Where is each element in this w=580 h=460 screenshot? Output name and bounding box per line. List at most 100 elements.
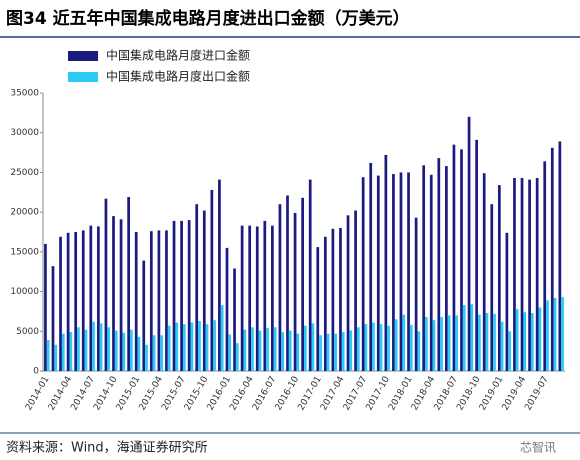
bar — [485, 313, 489, 371]
bar — [379, 324, 383, 371]
bar — [258, 330, 262, 371]
bar — [202, 210, 206, 371]
bar — [349, 330, 353, 371]
bar — [122, 332, 126, 371]
bar — [51, 266, 55, 371]
bar — [54, 344, 58, 371]
bar — [190, 322, 194, 371]
bar — [119, 219, 123, 371]
bar — [530, 313, 534, 371]
bar — [425, 316, 428, 371]
bar — [180, 220, 183, 371]
bar — [107, 327, 111, 371]
bar — [462, 305, 466, 371]
bar — [240, 225, 244, 371]
bar — [508, 331, 511, 371]
chart-title: 图34 近五年中国集成电路月度进出口金额（万美元） — [6, 8, 410, 29]
bar — [263, 220, 267, 371]
bar — [89, 225, 93, 371]
bar — [520, 177, 524, 371]
bar — [213, 320, 216, 371]
bar — [293, 212, 297, 371]
bar — [500, 321, 504, 371]
bar — [127, 197, 130, 371]
bar — [482, 173, 486, 371]
bar — [372, 322, 375, 371]
bar — [278, 204, 282, 371]
bar — [505, 232, 509, 371]
bar — [142, 260, 146, 371]
bar — [538, 307, 542, 371]
bar — [429, 174, 433, 371]
bar — [220, 305, 224, 371]
bar — [195, 204, 199, 371]
bar — [248, 225, 252, 371]
bar — [535, 177, 539, 371]
bar — [497, 185, 501, 371]
bar — [475, 139, 478, 371]
y-tick-label: 20000 — [10, 208, 39, 218]
bar — [356, 327, 360, 371]
bar — [92, 321, 95, 371]
bar — [235, 343, 239, 371]
bar — [331, 228, 335, 371]
bar — [304, 325, 307, 371]
bar — [414, 217, 418, 371]
bar — [205, 324, 209, 371]
bar — [69, 332, 73, 371]
bar — [255, 226, 259, 371]
bar — [134, 232, 138, 371]
bar — [46, 340, 50, 371]
bar — [198, 320, 201, 371]
bar — [167, 325, 171, 371]
bar — [369, 162, 373, 371]
bar — [66, 232, 70, 371]
bar — [523, 312, 527, 371]
bar — [478, 314, 481, 371]
bar — [296, 333, 300, 371]
bar — [137, 336, 141, 371]
bar — [394, 319, 398, 371]
bar — [130, 329, 133, 371]
y-tick-label: 10000 — [10, 287, 39, 297]
bar — [493, 313, 496, 371]
bar — [311, 323, 315, 371]
bar — [447, 315, 451, 371]
bar — [561, 297, 564, 371]
bar — [440, 316, 443, 371]
bar — [59, 236, 62, 371]
bar — [422, 165, 426, 371]
bar — [402, 314, 406, 371]
y-tick-label: 5000 — [16, 327, 39, 337]
y-tick-label: 35000 — [10, 89, 39, 99]
watermark: 芯智讯 — [520, 440, 556, 455]
bar — [319, 335, 322, 371]
bar — [273, 327, 277, 371]
bar — [376, 175, 380, 371]
bar — [308, 179, 312, 371]
bar — [81, 230, 85, 371]
bar — [157, 230, 161, 371]
y-tick-label: 25000 — [10, 168, 39, 178]
bar — [432, 320, 436, 371]
bar — [271, 225, 274, 371]
bar — [172, 220, 176, 371]
bar — [387, 325, 390, 371]
bar — [515, 309, 519, 371]
bar — [490, 204, 494, 371]
bar — [334, 333, 337, 371]
bar — [233, 268, 236, 371]
bar — [44, 243, 47, 371]
bar — [61, 333, 65, 371]
bar — [364, 324, 368, 371]
bar — [251, 327, 254, 371]
bar — [361, 177, 365, 371]
bar — [160, 335, 163, 371]
bar — [152, 335, 156, 371]
bar — [558, 141, 562, 371]
bar — [513, 177, 516, 371]
bar — [323, 236, 327, 371]
bar — [341, 332, 345, 371]
bar — [187, 220, 191, 371]
